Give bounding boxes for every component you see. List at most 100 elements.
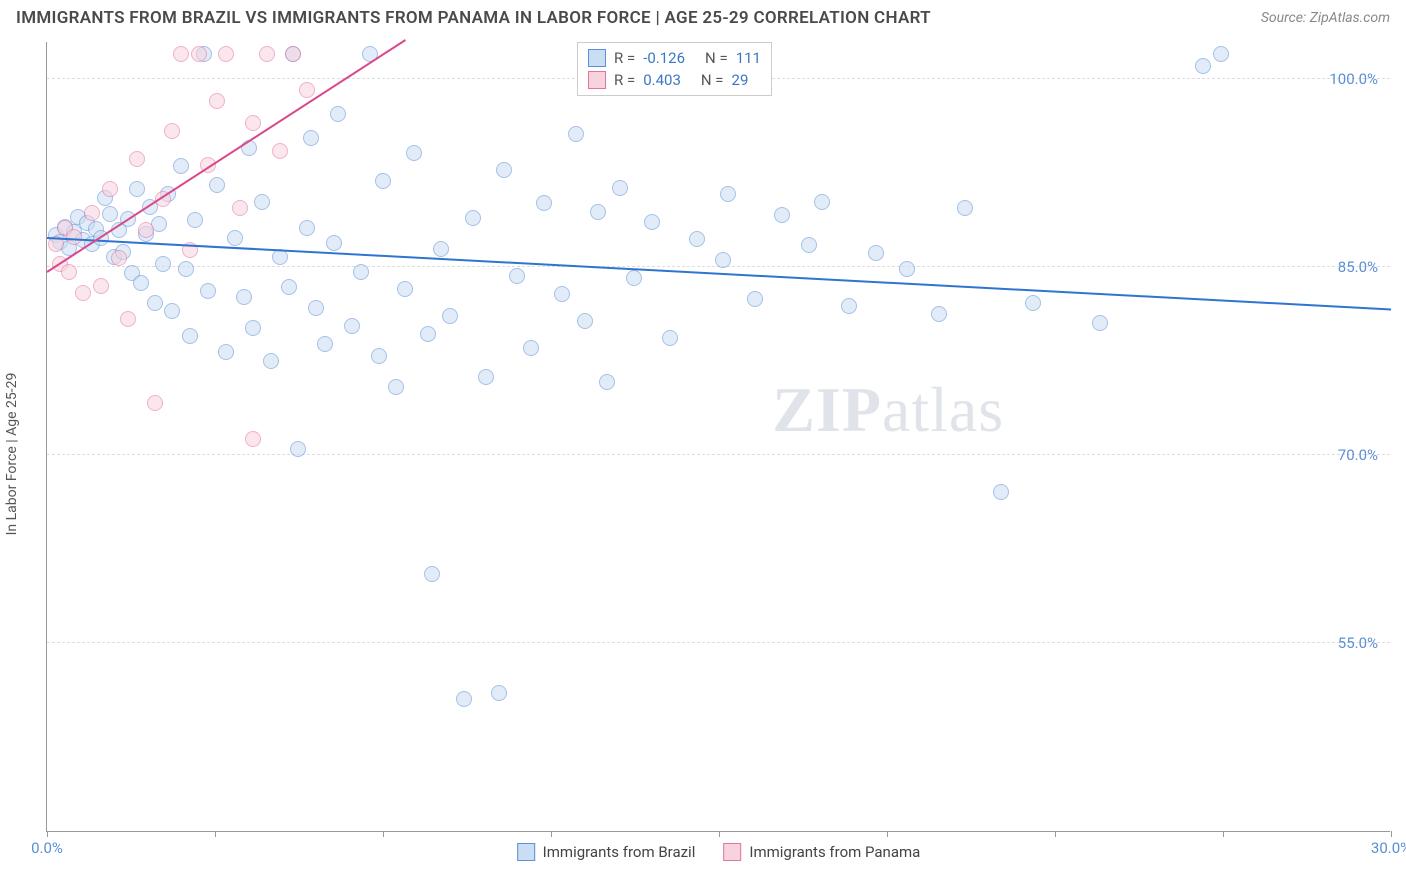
scatter-point [129, 181, 145, 197]
scatter-point [133, 275, 149, 291]
scatter-point [568, 126, 584, 142]
scatter-point [478, 369, 494, 385]
scatter-point [218, 344, 234, 360]
watermark: ZIPatlas [772, 373, 1004, 447]
series-legend-item: Immigrants from Panama [723, 843, 920, 861]
scatter-point [138, 222, 154, 238]
stats-legend-row: R = 0.403N = 29 [588, 69, 761, 91]
scatter-point [442, 308, 458, 324]
scatter-point [554, 286, 570, 302]
scatter-point [245, 320, 261, 336]
scatter-point [644, 214, 660, 230]
chart-title: IMMIGRANTS FROM BRAZIL VS IMMIGRANTS FRO… [16, 8, 931, 28]
scatter-point [227, 230, 243, 246]
scatter-point [689, 231, 705, 247]
scatter-point [182, 328, 198, 344]
series-legend-label: Immigrants from Panama [749, 843, 920, 861]
scatter-point [232, 200, 248, 216]
scatter-point [173, 158, 189, 174]
scatter-point [424, 566, 440, 582]
legend-swatch [588, 71, 606, 89]
stats-legend: R = -0.126N = 111R = 0.403N = 29 [577, 42, 772, 96]
scatter-point [330, 106, 346, 122]
scatter-point [599, 374, 615, 390]
y-axis-label: In Labor Force | Age 25-29 [4, 373, 20, 536]
x-tick [887, 831, 888, 837]
scatter-point [747, 291, 763, 307]
series-legend: Immigrants from Brazil Immigrants from Pa… [517, 843, 921, 861]
scatter-point [774, 207, 790, 223]
x-tick [1055, 831, 1056, 837]
scatter-point [491, 685, 507, 701]
scatter-point [1092, 315, 1108, 331]
scatter-point [715, 252, 731, 268]
stat-n-value: 111 [736, 49, 761, 67]
scatter-point [173, 46, 189, 62]
scatter-point [245, 115, 261, 131]
scatter-point [801, 237, 817, 253]
scatter-point [375, 173, 391, 189]
x-tick [1223, 831, 1224, 837]
scatter-point [662, 330, 678, 346]
scatter-point [299, 220, 315, 236]
scatter-point [281, 279, 297, 295]
scatter-point [164, 303, 180, 319]
scatter-point [147, 295, 163, 311]
series-legend-item: Immigrants from Brazil [517, 843, 696, 861]
x-tick-label: 0.0% [31, 839, 63, 857]
scatter-point [187, 212, 203, 228]
scatter-point [66, 229, 82, 245]
scatter-point [308, 300, 324, 316]
scatter-point [1025, 295, 1041, 311]
scatter-point [147, 395, 163, 411]
scatter-point [285, 46, 301, 62]
x-tick [215, 831, 216, 837]
scatter-point [406, 145, 422, 161]
y-tick-label: 55.0% [1338, 634, 1378, 652]
scatter-point [868, 245, 884, 261]
scatter-point [263, 353, 279, 369]
x-tick [1391, 831, 1392, 837]
stat-r-value: 0.403 [643, 71, 681, 89]
scatter-point [523, 340, 539, 356]
scatter-point [371, 348, 387, 364]
scatter-point [590, 204, 606, 220]
scatter-point [465, 210, 481, 226]
scatter-point [1213, 46, 1229, 62]
x-tick [47, 831, 48, 837]
scatter-point [75, 285, 91, 301]
source-label: Source: ZipAtlas.com [1261, 10, 1390, 26]
stat-r-label: R = [614, 71, 635, 89]
legend-swatch [517, 843, 535, 861]
scatter-point [814, 194, 830, 210]
scatter-point [456, 691, 472, 707]
scatter-point [317, 336, 333, 352]
gridline-h [47, 454, 1390, 455]
scatter-point [209, 93, 225, 109]
scatter-point [84, 205, 100, 221]
scatter-point [299, 82, 315, 98]
scatter-point [120, 311, 136, 327]
scatter-point [155, 256, 171, 272]
scatter-point [841, 298, 857, 314]
scatter-point [344, 318, 360, 334]
plot-area: ZIPatlas 55.0%70.0%85.0%100.0%0.0%30.0%R… [46, 42, 1390, 832]
scatter-point [388, 379, 404, 395]
scatter-point [290, 441, 306, 457]
scatter-point [102, 206, 118, 222]
scatter-point [93, 278, 109, 294]
scatter-point [102, 181, 118, 197]
gridline-h [47, 642, 1390, 643]
scatter-point [178, 261, 194, 277]
legend-swatch [588, 49, 606, 67]
scatter-point [259, 46, 275, 62]
stat-r-value: -0.126 [643, 49, 685, 67]
scatter-point [218, 46, 234, 62]
title-bar: IMMIGRANTS FROM BRAZIL VS IMMIGRANTS FRO… [0, 0, 1406, 34]
scatter-point [245, 431, 261, 447]
scatter-point [353, 264, 369, 280]
stats-legend-row: R = -0.126N = 111 [588, 47, 761, 69]
series-legend-label: Immigrants from Brazil [543, 843, 696, 861]
x-tick [383, 831, 384, 837]
scatter-point [326, 235, 342, 251]
